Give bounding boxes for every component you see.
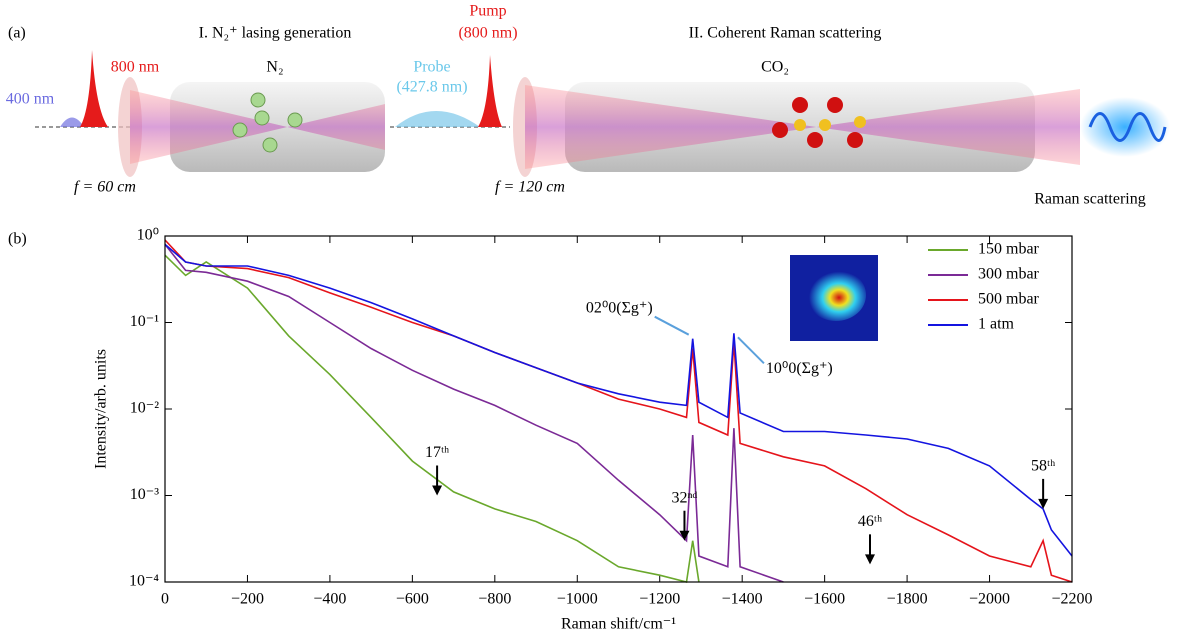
y-tick-label: 10⁻¹ — [130, 313, 159, 330]
stage-title: II. Coherent Raman scattering — [689, 25, 882, 42]
x-tick-label: −800 — [478, 591, 511, 608]
annotation-arrowhead — [679, 530, 690, 541]
y-tick-label: 10⁰ — [137, 227, 159, 244]
annotation: 32ⁿᵈ — [671, 489, 697, 506]
schematic-drawing — [35, 50, 1170, 177]
stage-title: I. N₂⁺ lasing generation — [199, 25, 352, 42]
x-tick-label: −400 — [313, 591, 346, 608]
focal-label: f = 60 cm — [74, 179, 136, 196]
x-tick-label: −1800 — [887, 591, 928, 608]
data-line — [164, 243, 784, 583]
x-axis-label: Raman shift/cm⁻¹ — [561, 616, 676, 633]
y-tick-label: 10⁻⁴ — [129, 573, 159, 590]
x-tick-label: −2200 — [1051, 591, 1092, 608]
annotation: 58ᵗʰ — [1031, 458, 1055, 475]
annotation-arrowhead — [864, 554, 875, 565]
annotation-arrow — [654, 315, 690, 336]
legend-label: 150 mbar — [978, 241, 1040, 258]
wavelength-label: 800 nm — [111, 59, 160, 76]
x-tick-label: −600 — [396, 591, 429, 608]
annotation: 17ᵗʰ — [425, 444, 449, 461]
annotation: 10⁰0(Σg⁺) — [766, 360, 833, 377]
annotation-arrowhead — [432, 485, 443, 496]
pump-label: (800 nm) — [458, 25, 517, 42]
x-tick-label: 0 — [161, 591, 169, 608]
probe-label: (427.8 nm) — [396, 79, 467, 96]
x-tick-label: −2000 — [969, 591, 1010, 608]
y-tick-label: 10⁻² — [130, 400, 159, 417]
focal-label: f = 120 cm — [495, 179, 565, 196]
probe-label: Probe — [413, 59, 450, 76]
annotation-arrowhead — [1038, 498, 1049, 509]
x-tick-label: −200 — [231, 591, 264, 608]
pump-label: Pump — [469, 3, 506, 20]
gas-label: N₂ — [266, 59, 283, 76]
y-axis-label: Intensity/arb. units — [93, 349, 110, 469]
inset-image — [806, 269, 866, 321]
legend-label: 1 atm — [978, 316, 1015, 333]
plot-frame — [164, 235, 1073, 583]
wavelength-label: 400 nm — [6, 91, 55, 108]
data-line — [164, 254, 700, 583]
output-label: Raman scattering — [1034, 191, 1146, 208]
annotation-arrow — [737, 336, 765, 365]
data-line — [164, 239, 1073, 583]
annotation: 46ᵗʰ — [858, 513, 882, 530]
x-tick-label: −1400 — [722, 591, 763, 608]
x-tick-label: −1000 — [557, 591, 598, 608]
annotation: 02⁰0(Σg⁺) — [586, 299, 653, 316]
x-tick-label: −1600 — [804, 591, 845, 608]
y-tick-label: 10⁻³ — [130, 486, 159, 503]
legend-label: 300 mbar — [978, 266, 1040, 283]
data-line — [164, 243, 1073, 557]
panel-label: (b) — [8, 231, 27, 248]
legend-label: 500 mbar — [978, 291, 1040, 308]
gas-label: CO₂ — [761, 59, 789, 76]
x-tick-label: −1200 — [639, 591, 680, 608]
panel-label: (a) — [8, 25, 26, 42]
